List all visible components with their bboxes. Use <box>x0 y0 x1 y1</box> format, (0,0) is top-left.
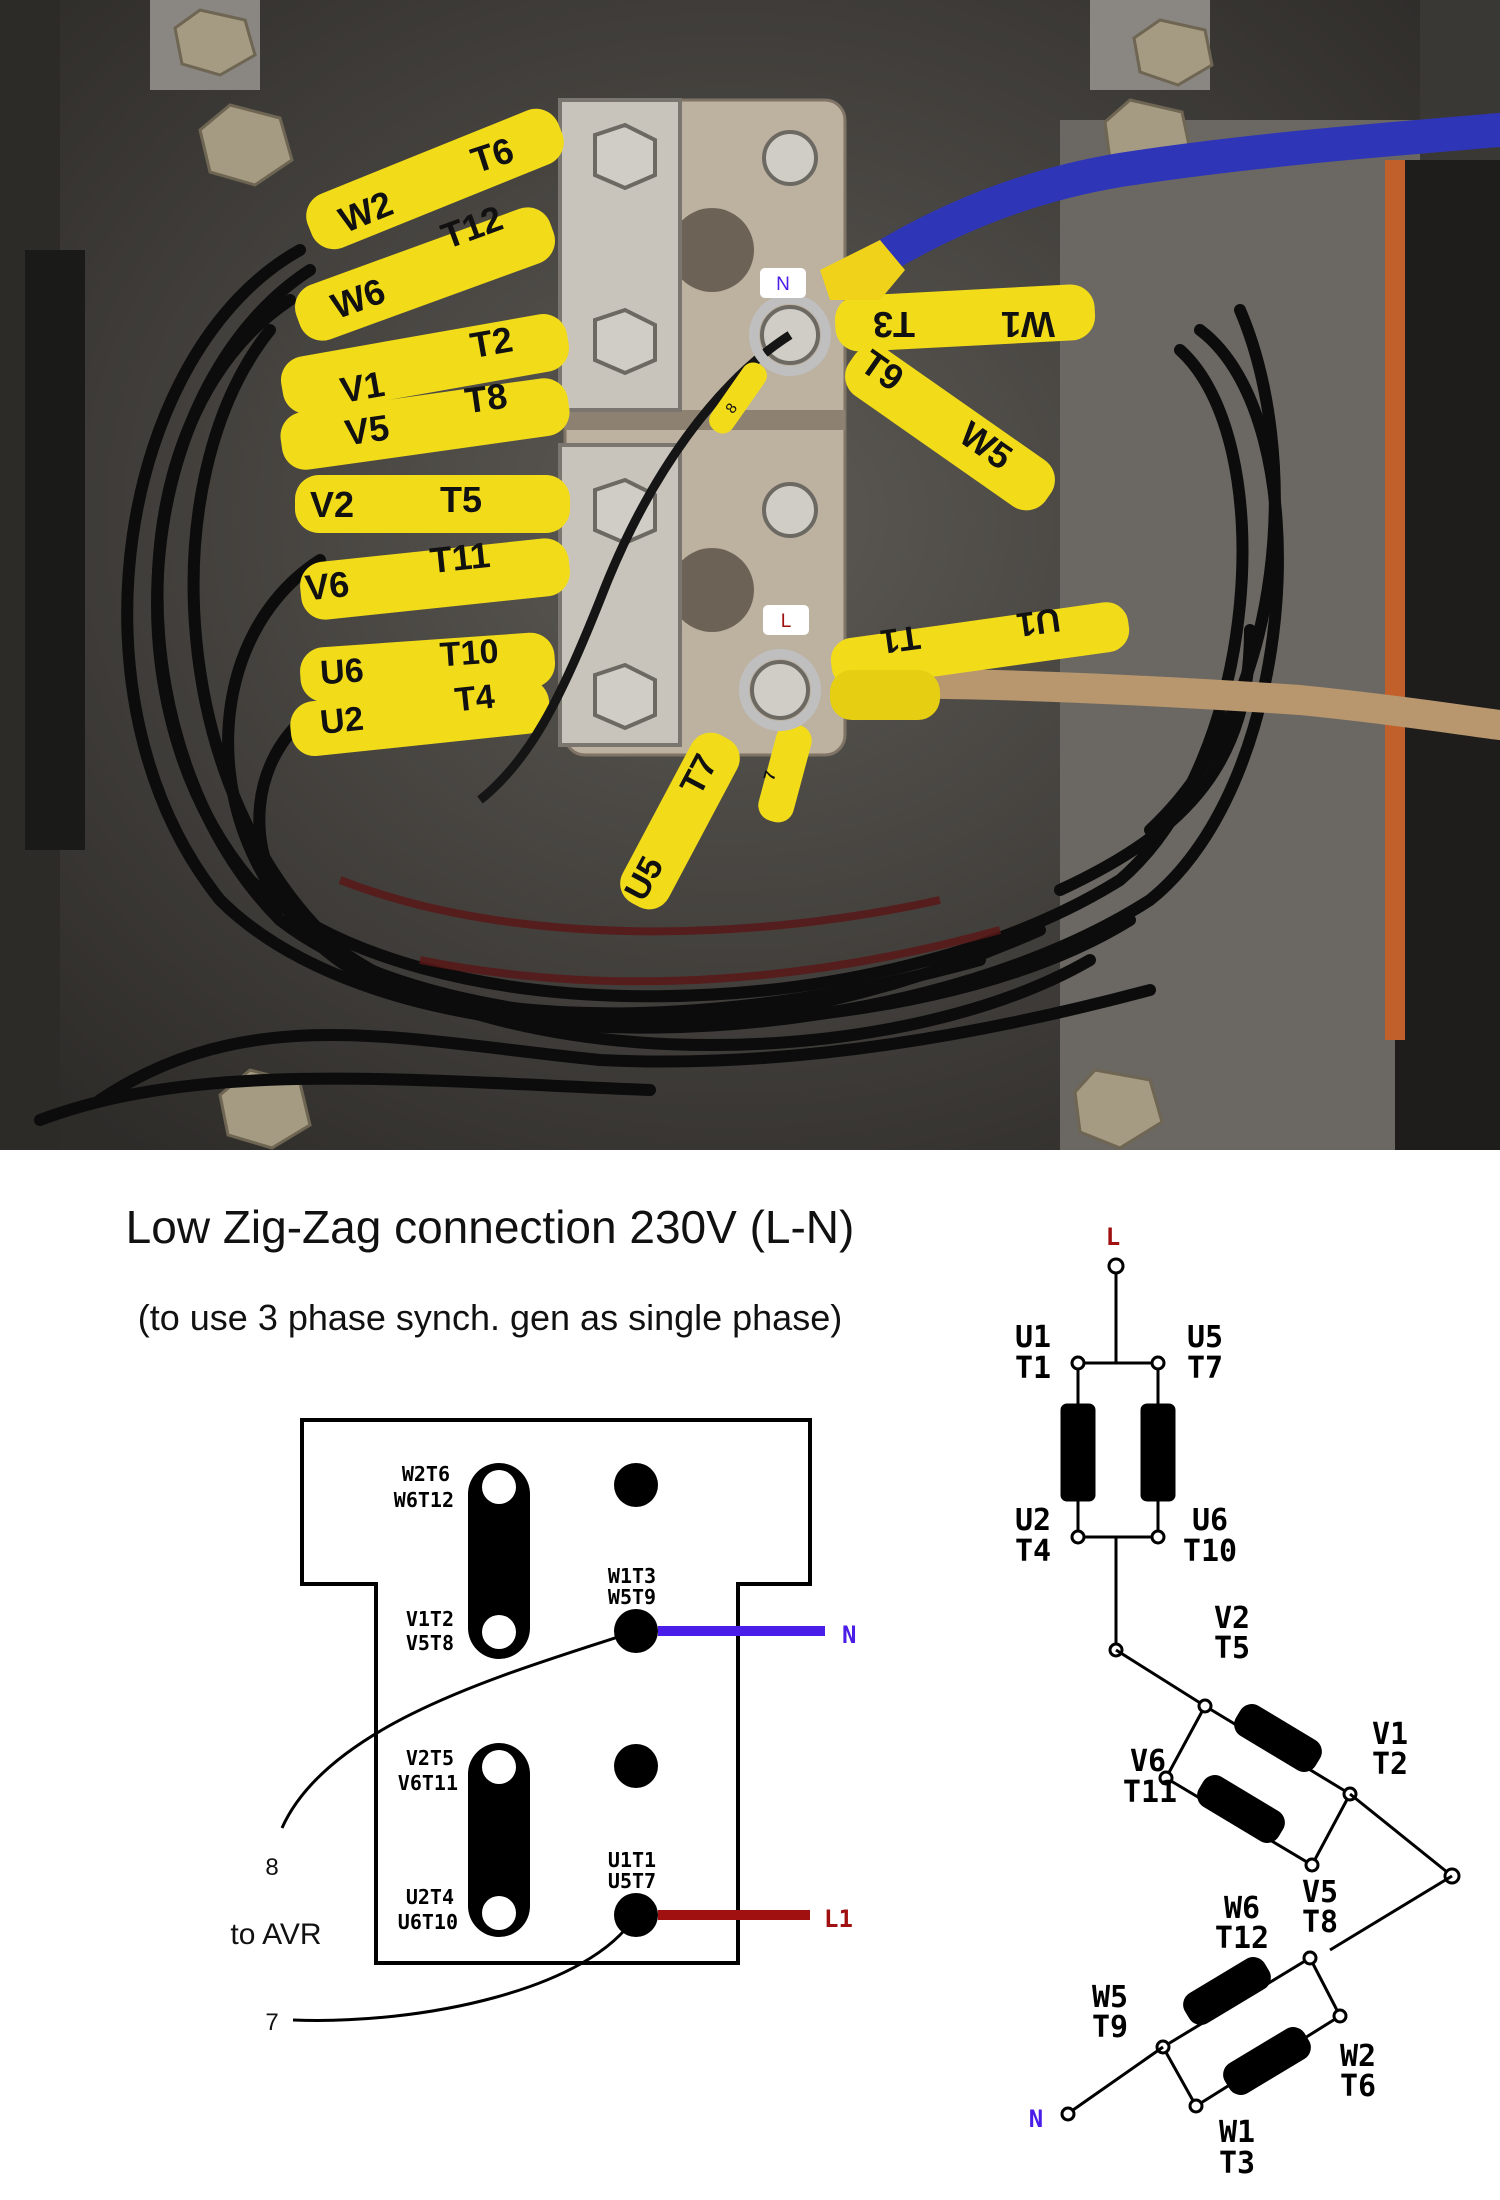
coil-label: U6 <box>1192 1503 1228 1538</box>
coil-label: T1 <box>1015 1351 1051 1386</box>
diagram-title: Low Zig-Zag connection 230V (L-N) <box>126 1201 855 1253</box>
schematic-l-label: L <box>1106 1223 1120 1251</box>
neutral-marker: N <box>760 268 806 298</box>
zigzag-schematic <box>1060 1257 1461 2122</box>
sleeve-label: T11 <box>428 534 492 581</box>
wiring-diagram: Low Zig-Zag connection 230V (L-N) (to us… <box>0 1150 1500 2200</box>
coil-label: T12 <box>1215 1921 1269 1956</box>
terminal-label: U6T10 <box>398 1910 458 1934</box>
line-marker: L <box>763 605 809 635</box>
sleeve-label: V5 <box>342 407 391 454</box>
wire-8-label: 8 <box>265 1854 278 1881</box>
sleeve-label: 7 <box>761 769 780 782</box>
stud-middle-right <box>614 1744 658 1788</box>
sleeve-label: V6 <box>303 563 351 608</box>
terminal-block <box>558 98 847 757</box>
to-avr-label: to AVR <box>230 1918 321 1951</box>
terminal-label: V2T5 <box>406 1746 454 1770</box>
terminal-label: U1T1 <box>608 1848 656 1872</box>
line-marker-label: L <box>781 611 792 632</box>
terminal-label: U5T7 <box>608 1869 656 1893</box>
n-label: N <box>842 1621 856 1649</box>
sleeve-label: T8 <box>462 375 509 421</box>
sleeve-label: T4 <box>453 678 497 720</box>
terminal-label: V6T11 <box>398 1771 458 1795</box>
terminal-label: W1T3 <box>608 1564 656 1588</box>
schematic-n-label: N <box>1029 2105 1043 2133</box>
terminal-label: W2T6 <box>402 1462 450 1486</box>
terminal-label: U2T4 <box>406 1885 454 1909</box>
sleeve-label: V2 <box>310 484 354 525</box>
coil-label: T10 <box>1183 1534 1237 1569</box>
sleeve-label: T2 <box>467 318 515 366</box>
coil-label: W5 <box>1092 1980 1128 2015</box>
coil-label: T2 <box>1372 1747 1408 1782</box>
sleeve-label: U1 <box>1014 600 1062 644</box>
wire-7-label: 7 <box>265 2009 278 2036</box>
sleeve-label: U6 <box>319 651 365 692</box>
wire-8 <box>280 1629 637 1829</box>
link-bar-upper <box>468 1463 530 1659</box>
neutral-marker-label: N <box>776 274 790 295</box>
terminal-label: V5T8 <box>406 1631 454 1655</box>
coil-label: T4 <box>1015 1534 1051 1569</box>
sleeve-label: W1 <box>1001 304 1055 345</box>
stud-top-right <box>614 1463 658 1507</box>
coil-label: V6 <box>1130 1744 1166 1779</box>
coil-label: T3 <box>1219 2146 1255 2181</box>
coil-label: U2 <box>1015 1503 1051 1538</box>
coil-label: T7 <box>1187 1351 1223 1386</box>
sleeve-label: T3 <box>873 304 915 345</box>
wire-7 <box>292 1914 638 2022</box>
coil-label: V1 <box>1372 1717 1408 1752</box>
diagram-subtitle: (to use 3 phase synch. gen as single pha… <box>138 1297 842 1338</box>
sleeve-label: V1 <box>337 363 387 411</box>
coil-label: T5 <box>1214 1631 1250 1666</box>
cable-sleeves: W2 T6 W6 T12 V1 T2 V5 T8 V2 T5 V6 T11 U6… <box>280 108 570 757</box>
sleeve-label: T5 <box>440 479 482 520</box>
coil-label: T9 <box>1092 2010 1128 2045</box>
coil-label: T11 <box>1123 1775 1177 1810</box>
sleeve-label: T10 <box>439 632 500 674</box>
coil-label: W2 <box>1340 2039 1376 2074</box>
coil-label: T6 <box>1340 2069 1376 2104</box>
sleeve-label: U2 <box>318 700 365 742</box>
coil-label: V5 <box>1302 1875 1338 1910</box>
coil-label: U1 <box>1015 1320 1051 1355</box>
sleeve-label: T1 <box>878 617 923 660</box>
link-bar-lower <box>468 1743 530 1937</box>
coil-label: W6 <box>1224 1891 1260 1926</box>
terminal-label: V1T2 <box>406 1607 454 1631</box>
coil-label: V2 <box>1214 1601 1250 1636</box>
coil-label: U5 <box>1187 1320 1223 1355</box>
coil-label: W1 <box>1219 2115 1255 2150</box>
coil-label: T8 <box>1302 1905 1338 1940</box>
terminal-label: W6T12 <box>394 1488 454 1512</box>
l1-label: L1 <box>824 1905 853 1933</box>
terminal-board-outline <box>300 1418 812 1965</box>
junction-box-photo: W2 T6 W6 T12 V1 T2 V5 T8 V2 T5 V6 T11 U6… <box>0 0 1500 1150</box>
terminal-label: W5T9 <box>608 1585 656 1609</box>
